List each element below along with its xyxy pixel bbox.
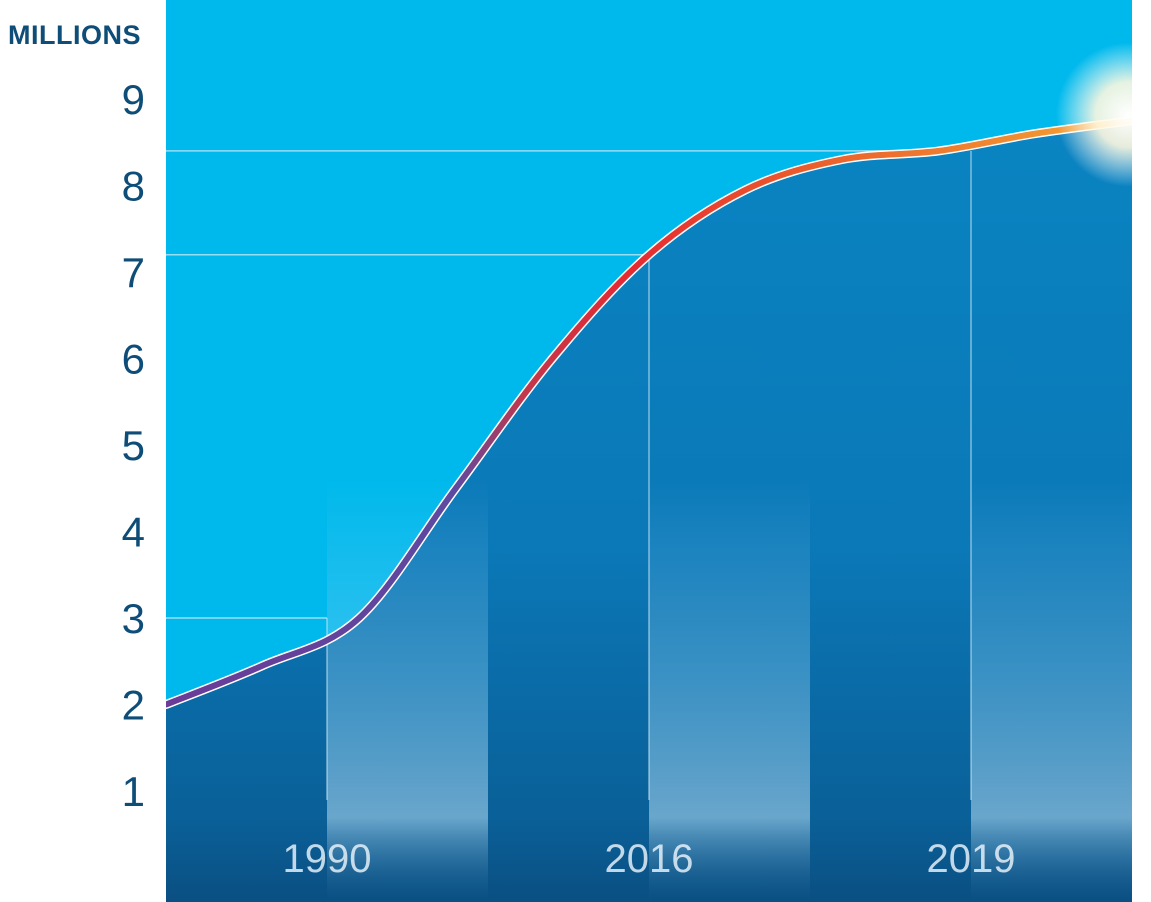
y-tick-label: 2 xyxy=(122,682,145,729)
horizontal-grid xyxy=(166,150,971,619)
y-axis-ticks: 1 2 3 4 5 6 7 8 9 xyxy=(122,76,145,815)
y-tick-label: 8 xyxy=(122,163,145,210)
x-tick-label: 2019 xyxy=(927,837,1016,881)
y-tick-label: 6 xyxy=(122,336,145,383)
vertical-grid xyxy=(326,150,972,800)
y-tick-label: 3 xyxy=(122,595,145,642)
x-tick-label: 2016 xyxy=(605,837,694,881)
x-tick-label: 1990 xyxy=(283,837,372,881)
column-stripe xyxy=(649,480,810,902)
unit-label: MILLIONS xyxy=(8,20,141,50)
x-axis-labels: 1990 2016 2019 xyxy=(283,837,1016,881)
y-tick-label: 7 xyxy=(122,249,145,296)
series-line xyxy=(166,117,1132,708)
y-tick-label: 1 xyxy=(122,768,145,815)
end-glow xyxy=(1056,42,1132,187)
y-tick-label: 9 xyxy=(122,76,145,123)
column-stripe xyxy=(971,480,1132,902)
y-tick-label: 4 xyxy=(122,509,145,556)
y-tick-label: 5 xyxy=(122,422,145,469)
